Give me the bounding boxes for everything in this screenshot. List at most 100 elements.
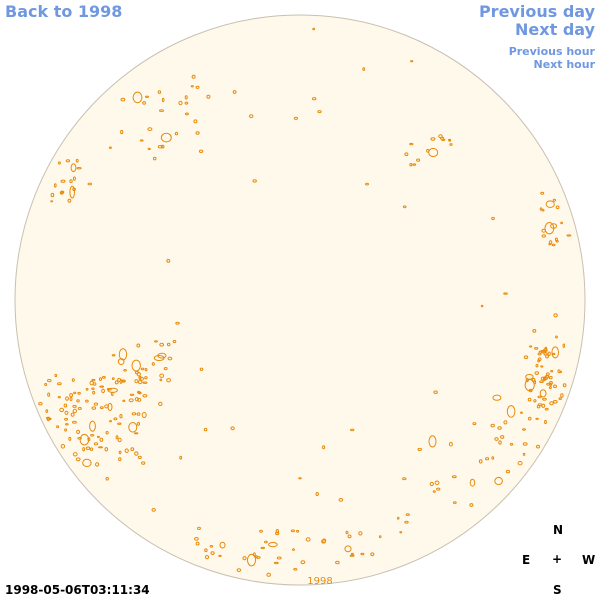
- contour-blob: [56, 425, 60, 429]
- contour-blob: [472, 422, 477, 426]
- contour-blob: [525, 373, 534, 380]
- contour-blob: [535, 364, 539, 368]
- disk-year-label: 1998: [307, 576, 332, 587]
- previous-hour-link[interactable]: Previous hour: [508, 45, 595, 58]
- contour-blob: [409, 142, 414, 146]
- contour-blob: [469, 503, 474, 507]
- next-hour-link[interactable]: Next hour: [533, 58, 596, 71]
- contour-blob: [539, 380, 544, 384]
- contour-blob: [300, 560, 306, 565]
- contour-blob: [540, 376, 546, 381]
- contour-blob: [151, 508, 156, 512]
- contour-blob: [95, 462, 100, 467]
- contour-blob: [76, 167, 82, 170]
- contour-blob: [438, 134, 443, 139]
- contour-blob: [194, 537, 199, 541]
- contour-blob: [85, 446, 91, 450]
- contour-blob: [57, 396, 61, 399]
- contour-blob: [140, 367, 145, 371]
- contour-blob: [410, 60, 414, 63]
- contour-blob: [540, 365, 544, 368]
- contour-blob: [124, 448, 129, 454]
- contour-blob: [50, 192, 55, 198]
- contour-blob: [544, 346, 548, 351]
- contour-blob: [163, 367, 168, 371]
- contour-blob: [114, 380, 119, 385]
- contour-blob: [131, 412, 137, 416]
- contour-blob: [448, 139, 452, 142]
- contour-blob: [405, 513, 410, 516]
- contour-blob: [218, 554, 222, 558]
- contour-blob: [260, 546, 266, 550]
- contour-blob: [166, 259, 171, 263]
- contour-blob: [134, 379, 139, 384]
- contour-blob: [136, 371, 141, 377]
- contour-blob: [417, 447, 422, 452]
- contour-blob: [142, 394, 148, 398]
- contour-blob: [562, 343, 566, 348]
- contour-blob: [72, 404, 77, 408]
- contour-blob: [365, 182, 369, 186]
- contour-blob: [115, 435, 119, 440]
- contour-blob: [252, 179, 257, 183]
- contour-blob: [144, 368, 148, 372]
- contour-blob: [429, 481, 434, 487]
- contour-blob: [317, 110, 322, 114]
- contour-blob: [167, 356, 173, 361]
- next-day-link[interactable]: Next day: [515, 20, 595, 39]
- contour-blob: [134, 432, 139, 435]
- contour-blob: [77, 437, 82, 440]
- contour-blob: [54, 183, 57, 188]
- contour-blob: [159, 378, 163, 382]
- contour-blob: [545, 200, 555, 208]
- contour-blob: [154, 340, 158, 343]
- contour-blob: [82, 458, 92, 468]
- contour-blob: [166, 378, 172, 383]
- contour-blob: [87, 182, 93, 186]
- contour-blob: [73, 391, 77, 395]
- contour-blob: [541, 403, 546, 408]
- contour-blob: [91, 378, 96, 382]
- contour-blob: [555, 205, 560, 210]
- contour-blob: [449, 143, 453, 146]
- contour-blob: [137, 397, 142, 402]
- contour-blob: [159, 342, 165, 347]
- contour-blob: [175, 321, 180, 325]
- contour-blob: [534, 371, 540, 376]
- contour-blob: [529, 345, 533, 348]
- contour-blob: [204, 555, 210, 560]
- contour-blob: [141, 412, 147, 418]
- contour-blob: [136, 412, 141, 416]
- contour-blob: [490, 423, 495, 428]
- contour-blob: [557, 369, 561, 374]
- contour-blob: [65, 396, 69, 401]
- contour-blob: [108, 146, 112, 149]
- contour-blob: [152, 156, 157, 161]
- contour-blob: [69, 397, 73, 401]
- contour-blob: [404, 520, 409, 524]
- contour-blob: [111, 354, 116, 357]
- contour-blob: [527, 416, 532, 421]
- contour-blob: [71, 378, 75, 382]
- contour-blob: [128, 422, 138, 433]
- contour-blob: [123, 369, 127, 372]
- contour-blob: [566, 234, 572, 237]
- back-to-year-link[interactable]: Back to 1998: [5, 2, 123, 21]
- contour-blob: [60, 190, 65, 194]
- contour-blob: [537, 357, 542, 362]
- contour-blob: [172, 339, 177, 344]
- contour-blob: [549, 401, 554, 406]
- contour-blob: [178, 100, 183, 106]
- contour-blob: [204, 548, 208, 553]
- contour-blob: [349, 554, 355, 557]
- contour-blob: [541, 234, 546, 238]
- previous-day-link[interactable]: Previous day: [478, 2, 595, 21]
- contour-blob: [527, 397, 532, 402]
- contour-blob: [195, 85, 200, 89]
- contour-blob: [543, 376, 548, 381]
- contour-blob: [99, 437, 104, 442]
- contour-blob: [120, 129, 124, 135]
- contour-blob: [539, 207, 543, 211]
- contour-blob: [76, 429, 81, 434]
- contour-blob: [549, 386, 552, 390]
